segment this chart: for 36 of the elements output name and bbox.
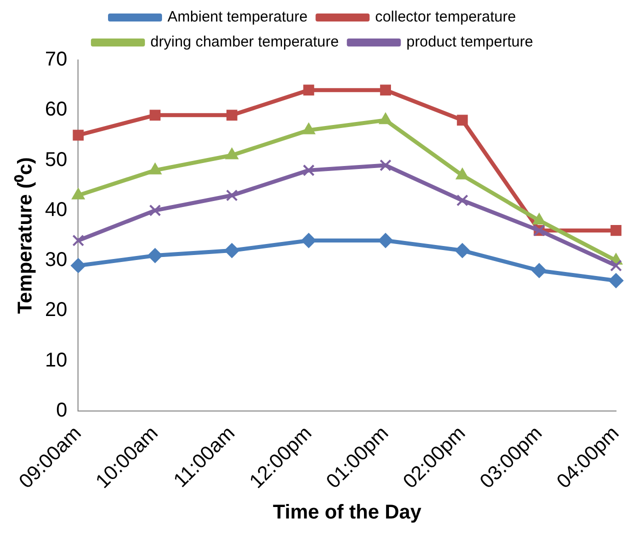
point	[610, 225, 622, 236]
legend-label: drying chamber temperature	[150, 34, 339, 51]
point	[148, 248, 163, 264]
y-tick-label: 50	[44, 148, 68, 171]
y-tick-label: 0	[56, 400, 68, 422]
y-tick-label: 10	[44, 349, 68, 372]
y-tick-label: 40	[44, 198, 68, 221]
point	[303, 84, 314, 96]
point	[454, 243, 470, 258]
point	[72, 130, 84, 141]
legend-label: Ambient temperature	[168, 8, 308, 26]
point	[149, 204, 162, 216]
point	[301, 233, 316, 248]
point	[224, 243, 240, 258]
legend-label: collector temperature	[375, 8, 516, 26]
point	[380, 159, 392, 172]
point	[380, 84, 391, 96]
point	[226, 110, 238, 121]
x-axis-title: Time of the Day	[272, 502, 422, 524]
legend-label: product temperture	[406, 34, 534, 51]
point	[610, 260, 622, 272]
point	[378, 233, 394, 248]
y-tick-label: 30	[44, 249, 68, 272]
point	[150, 110, 161, 121]
point	[532, 263, 547, 278]
point	[302, 164, 315, 176]
point	[456, 194, 468, 206]
y-tick-label: 20	[44, 299, 68, 322]
point	[226, 189, 238, 202]
point	[456, 114, 468, 126]
y-tick-label: 60	[44, 98, 68, 121]
y-axis-title: Temperature (⁰c)	[14, 157, 37, 314]
point	[72, 234, 84, 246]
point	[70, 258, 86, 274]
point	[608, 273, 624, 288]
y-tick-label: 70	[44, 48, 68, 71]
